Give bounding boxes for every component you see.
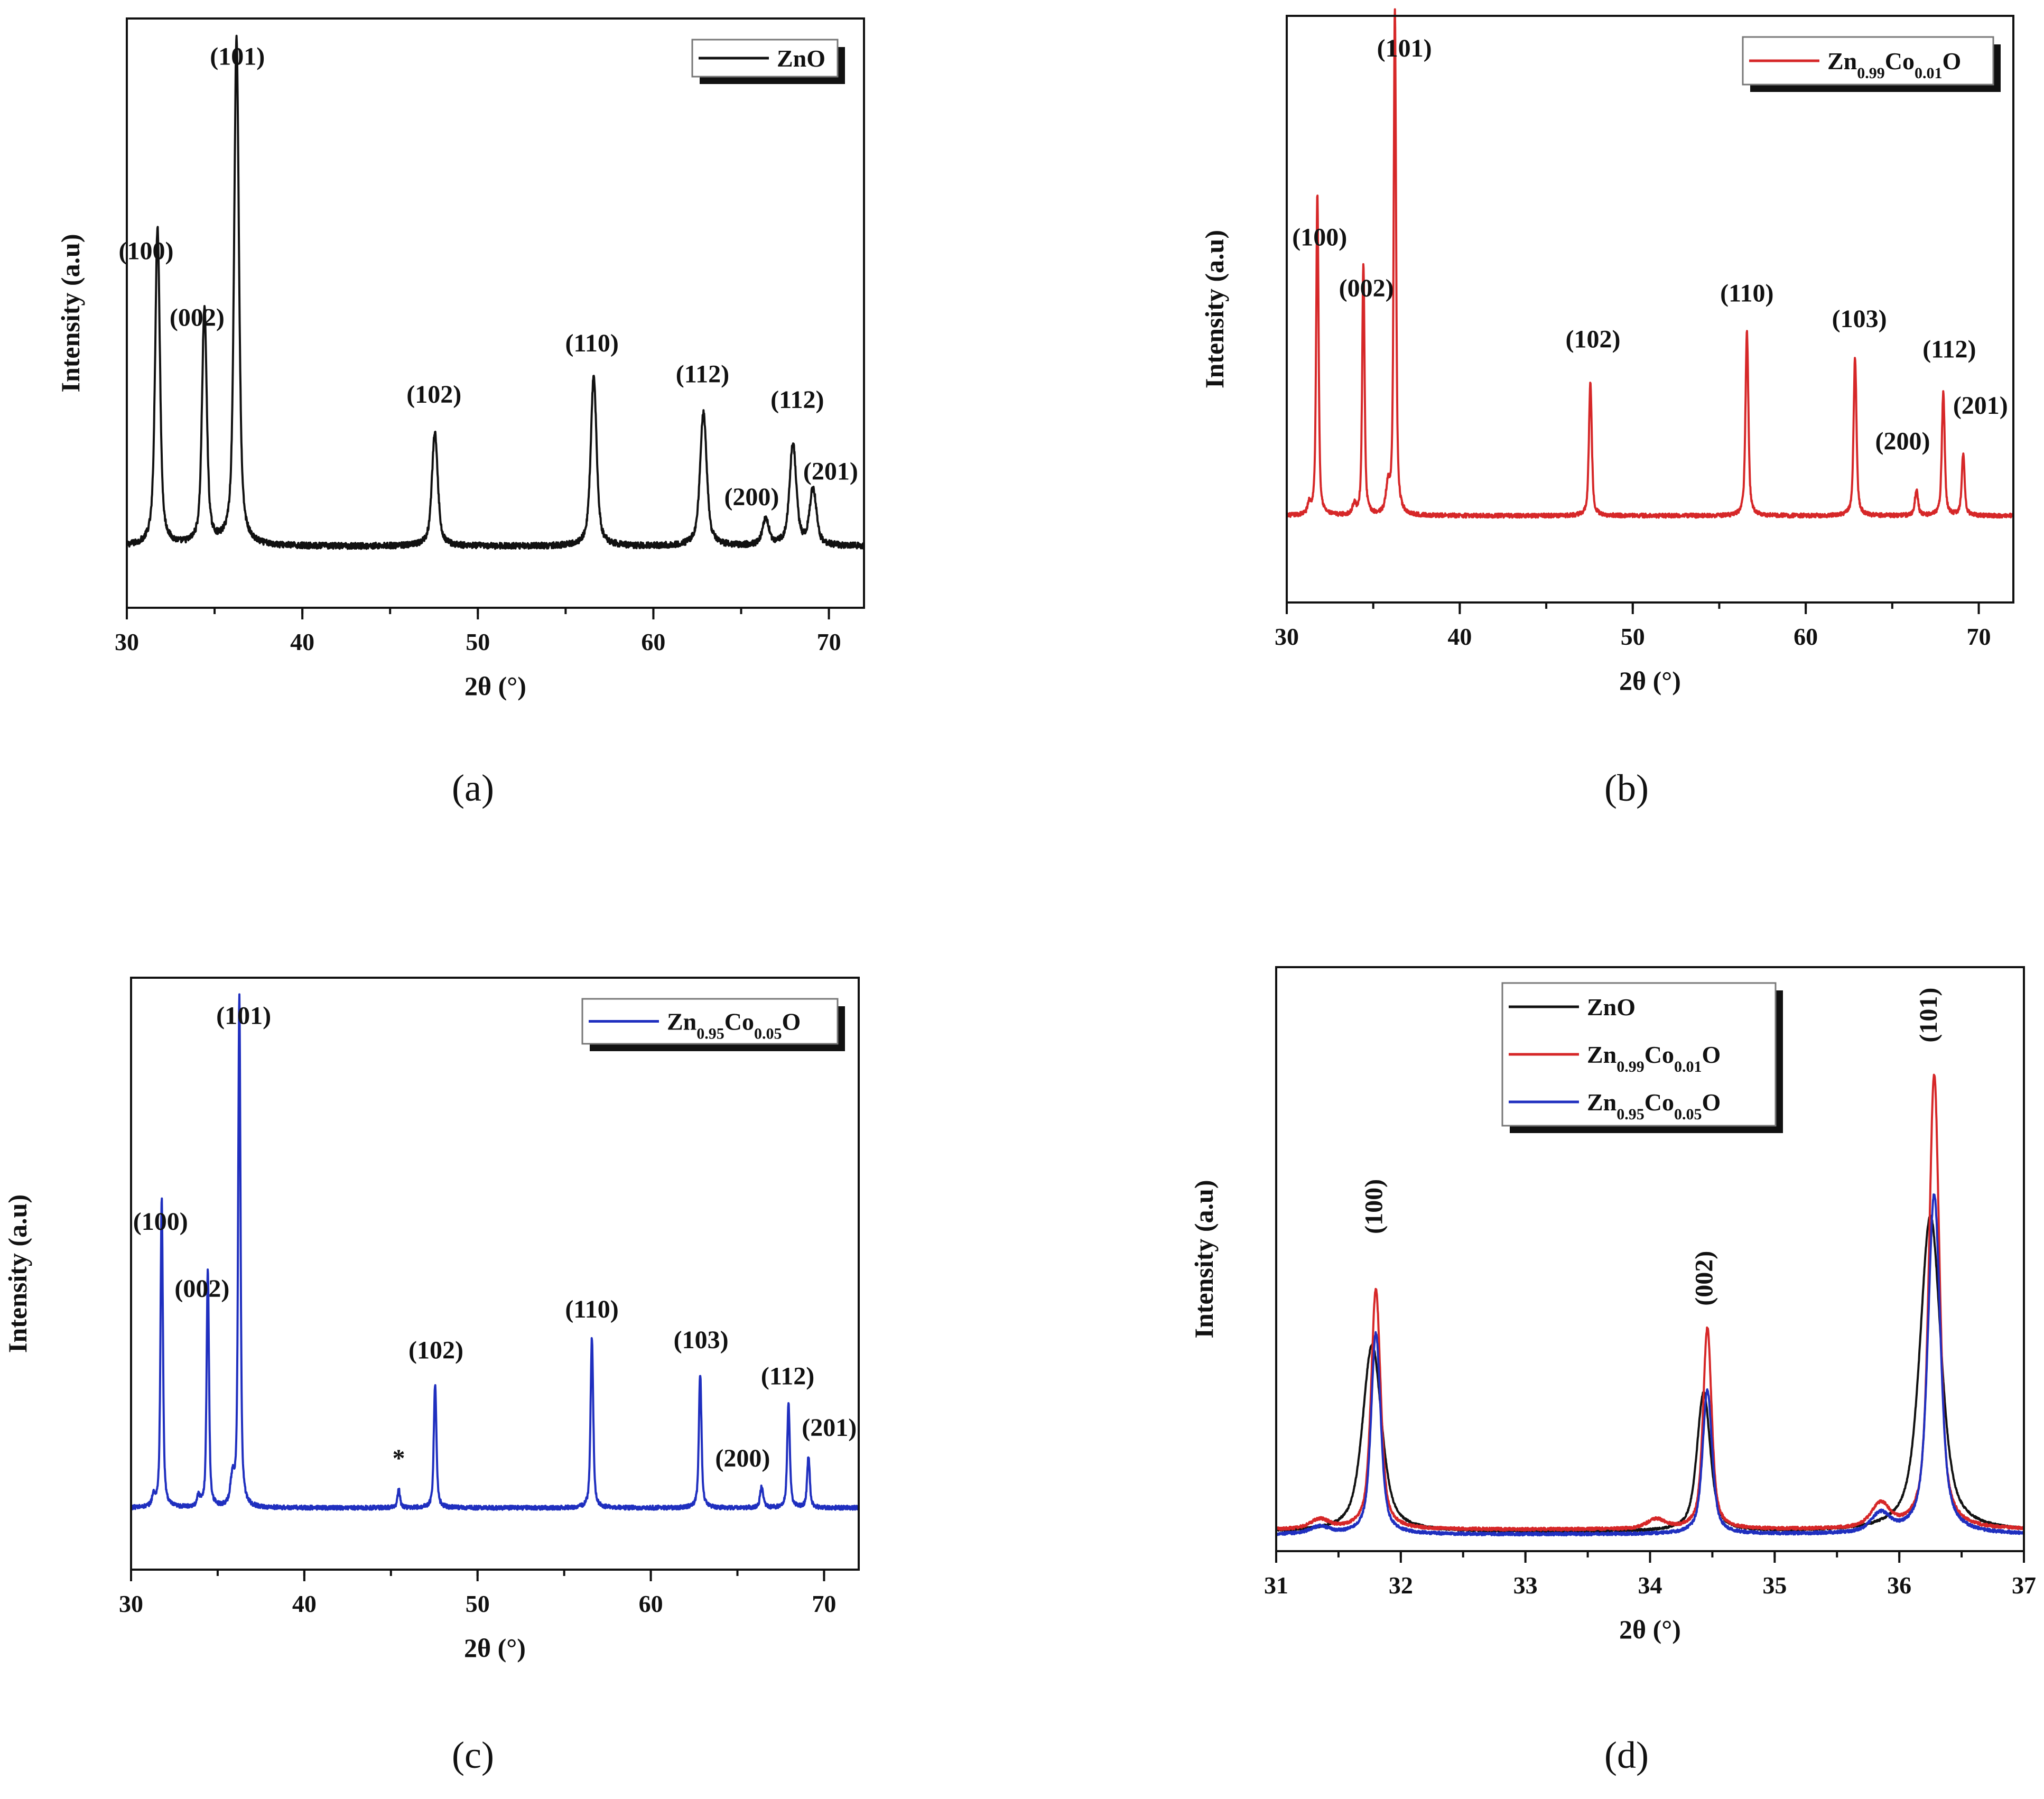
x-tick-label: 60 xyxy=(1794,623,1818,650)
series-line-ZnO xyxy=(126,34,865,550)
legend-entry-label: Zn0.95Co0.05O xyxy=(1587,1089,1721,1123)
peak-label: (103) xyxy=(674,1326,729,1354)
x-tick-label: 40 xyxy=(292,1590,317,1617)
y-axis-title: Intensity (a.u) xyxy=(55,234,85,392)
x-tick-label: 31 xyxy=(1264,1572,1288,1599)
panel-caption-b: (b) xyxy=(1604,767,1649,809)
x-tick-label: 60 xyxy=(639,1590,663,1617)
x-tick-label: 37 xyxy=(2012,1572,2036,1599)
panel-caption-c: (c) xyxy=(452,1734,494,1776)
plot-frame xyxy=(126,17,865,609)
peak-label: (002) xyxy=(170,304,225,332)
x-tick-label: 30 xyxy=(1275,623,1299,650)
peak-label: (100) xyxy=(1360,1179,1388,1234)
legend-entry-label: ZnO xyxy=(1587,994,1636,1021)
x-axis-title: 2θ (°) xyxy=(464,1633,526,1663)
peak-label: (103) xyxy=(1832,305,1887,333)
peak-label: (101) xyxy=(216,1002,271,1030)
x-tick-label: 70 xyxy=(812,1590,836,1617)
legend-entry-label: Zn0.99Co0.01O xyxy=(1587,1041,1721,1075)
peak-label: (201) xyxy=(803,458,858,486)
legend: ZnO Zn0.99Co0.01O Zn0.95Co0.05O xyxy=(1501,982,1783,1133)
chart-panel-b: 30 40 50 60 70 2θ (°) Intensity (a.u) (101) (100… xyxy=(1200,8,2014,809)
series-line-Zn0.99Co0.01O xyxy=(1275,1073,2025,1532)
chart-panel-d: 31 32 33 34 35 36 37 2θ (°) Intensity (a.u) (100)… xyxy=(1189,966,2036,1776)
plot-frame xyxy=(1286,15,2014,604)
peak-label: (002) xyxy=(1339,274,1394,302)
series-line-Zn0.95Co0.05O xyxy=(130,993,860,1511)
peak-label: (110) xyxy=(1720,280,1773,308)
x-axis-title: 2θ (°) xyxy=(464,671,526,701)
peak-label: (100) xyxy=(1292,223,1347,251)
peak-label: (201) xyxy=(1953,392,2008,420)
peak-label: (200) xyxy=(1875,427,1930,455)
x-tick-label: 30 xyxy=(119,1590,143,1617)
x-axis-title: 2θ (°) xyxy=(1619,666,1681,696)
peak-label: (101) xyxy=(1915,988,1943,1043)
peak-label: * xyxy=(393,1444,405,1472)
x-tick-label: 40 xyxy=(1447,623,1472,650)
plot-frame xyxy=(130,977,860,1571)
x-tick-label: 36 xyxy=(1887,1572,1911,1599)
series-line-ZnO xyxy=(1275,1214,2025,1533)
legend-entry-label: Zn0.99Co0.01O xyxy=(1827,48,1961,82)
x-tick-label: 40 xyxy=(290,628,314,655)
panel-caption-d: (d) xyxy=(1604,1734,1649,1776)
legend: Zn0.99Co0.01O xyxy=(1742,36,2001,92)
peak-label: (100) xyxy=(119,237,174,265)
x-tick-label: 50 xyxy=(1621,623,1645,650)
legend: ZnO xyxy=(691,39,845,84)
x-tick-label: 30 xyxy=(115,628,139,655)
x-tick-label: 32 xyxy=(1389,1572,1413,1599)
peak-label: (101) xyxy=(1377,34,1432,62)
x-tick-label: 70 xyxy=(1967,623,1991,650)
peak-label: (101) xyxy=(210,42,265,70)
peak-label: (112) xyxy=(676,360,729,388)
peak-label: (112) xyxy=(770,386,824,414)
peak-label: (201) xyxy=(802,1414,857,1442)
peak-label: (102) xyxy=(408,1337,463,1365)
peak-label: (112) xyxy=(1922,336,1976,364)
peak-label: (200) xyxy=(724,483,779,511)
x-tick-label: 50 xyxy=(466,1590,490,1617)
x-tick-label: 60 xyxy=(641,628,665,655)
peak-label: (002) xyxy=(174,1275,229,1303)
peak-label: (002) xyxy=(1690,1251,1718,1306)
peak-label: (102) xyxy=(1565,325,1620,353)
peak-label: (102) xyxy=(406,381,461,409)
x-tick-label: 35 xyxy=(1762,1572,1787,1599)
peak-label: (110) xyxy=(565,1295,618,1323)
peak-label: (100) xyxy=(133,1208,188,1236)
peak-label: (200) xyxy=(715,1444,770,1472)
y-axis-title: Intensity (a.u) xyxy=(1200,230,1229,388)
chart-panel-c: 30 40 50 60 70 2θ (°) Intensity (a.u) (101) (100… xyxy=(3,977,860,1776)
x-tick-label: 50 xyxy=(466,628,490,655)
peak-label: (112) xyxy=(761,1362,814,1390)
x-tick-label: 70 xyxy=(817,628,841,655)
panel-caption-a: (a) xyxy=(452,767,494,809)
legend-entry-label: Zn0.95Co0.05O xyxy=(667,1008,801,1043)
x-tick-label: 33 xyxy=(1513,1572,1538,1599)
chart-panel-a: 30 40 50 60 70 2θ (°) Intensity (a.u) (101) (100… xyxy=(55,17,865,809)
series-line-Zn0.95Co0.05O xyxy=(1275,1193,2025,1537)
peak-label: (110) xyxy=(565,329,619,357)
series-line-Zn0.99Co0.01O xyxy=(1286,8,2014,519)
x-tick-label: 34 xyxy=(1638,1572,1662,1599)
legend: Zn0.95Co0.05O xyxy=(581,998,845,1051)
x-axis-title: 2θ (°) xyxy=(1619,1615,1681,1644)
y-axis-title: Intensity (a.u) xyxy=(3,1194,32,1353)
legend-entry-label: ZnO xyxy=(777,45,825,72)
y-axis-title: Intensity (a.u) xyxy=(1189,1180,1219,1338)
